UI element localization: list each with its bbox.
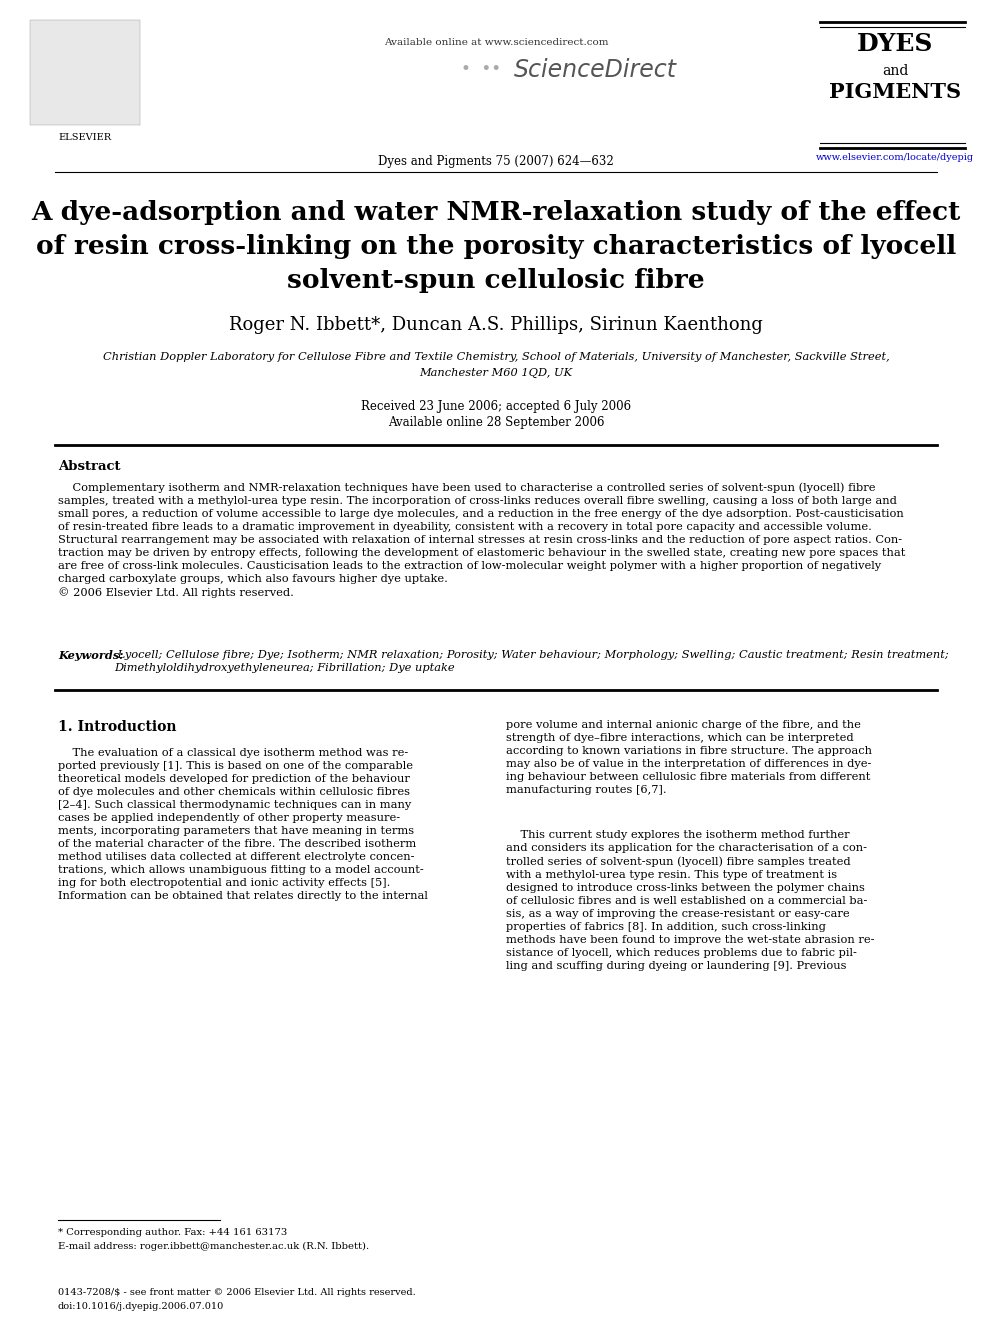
Text: of resin cross-linking on the porosity characteristics of lyocell: of resin cross-linking on the porosity c… bbox=[36, 234, 956, 259]
Text: Manchester M60 1QD, UK: Manchester M60 1QD, UK bbox=[420, 368, 572, 378]
Text: Lyocell; Cellulose fibre; Dye; Isotherm; NMR relaxation; Porosity; Water behavio: Lyocell; Cellulose fibre; Dye; Isotherm;… bbox=[114, 650, 948, 673]
Text: doi:10.1016/j.dyepig.2006.07.010: doi:10.1016/j.dyepig.2006.07.010 bbox=[58, 1302, 224, 1311]
Text: Keywords:: Keywords: bbox=[58, 650, 123, 662]
Text: 0143-7208/$ - see front matter © 2006 Elsevier Ltd. All rights reserved.: 0143-7208/$ - see front matter © 2006 El… bbox=[58, 1289, 416, 1297]
Text: pore volume and internal anionic charge of the fibre, and the
strength of dye–fi: pore volume and internal anionic charge … bbox=[506, 720, 872, 795]
Text: This current study explores the isotherm method further
and considers its applic: This current study explores the isotherm… bbox=[506, 830, 875, 971]
Text: Complementary isotherm and NMR-relaxation techniques have been used to character: Complementary isotherm and NMR-relaxatio… bbox=[58, 482, 906, 598]
Text: A dye-adsorption and water NMR-relaxation study of the effect: A dye-adsorption and water NMR-relaxatio… bbox=[32, 200, 960, 225]
Text: Roger N. Ibbett*, Duncan A.S. Phillips, Sirinun Kaenthong: Roger N. Ibbett*, Duncan A.S. Phillips, … bbox=[229, 316, 763, 333]
Text: www.elsevier.com/locate/dyepig: www.elsevier.com/locate/dyepig bbox=[816, 153, 974, 161]
Text: 1. Introduction: 1. Introduction bbox=[58, 720, 177, 734]
Text: Available online 28 September 2006: Available online 28 September 2006 bbox=[388, 415, 604, 429]
Text: and: and bbox=[882, 64, 909, 78]
Text: DYES: DYES bbox=[857, 32, 933, 56]
Text: PIGMENTS: PIGMENTS bbox=[829, 82, 961, 102]
Text: ScienceDirect: ScienceDirect bbox=[514, 58, 677, 82]
Text: Available online at www.sciencedirect.com: Available online at www.sciencedirect.co… bbox=[384, 38, 608, 48]
Text: E-mail address: roger.ibbett@manchester.ac.uk (R.N. Ibbett).: E-mail address: roger.ibbett@manchester.… bbox=[58, 1242, 369, 1252]
Text: Received 23 June 2006; accepted 6 July 2006: Received 23 June 2006; accepted 6 July 2… bbox=[361, 400, 631, 413]
Text: solvent-spun cellulosic fibre: solvent-spun cellulosic fibre bbox=[288, 269, 704, 292]
Bar bbox=[30, 20, 140, 124]
Text: Abstract: Abstract bbox=[58, 460, 120, 474]
Text: * Corresponding author. Fax: +44 161 63173: * Corresponding author. Fax: +44 161 631… bbox=[58, 1228, 288, 1237]
Text: The evaluation of a classical dye isotherm method was re-
ported previously [1].: The evaluation of a classical dye isothe… bbox=[58, 747, 428, 901]
Text: •  ••: • •• bbox=[461, 60, 501, 78]
Text: Dyes and Pigments 75 (2007) 624—632: Dyes and Pigments 75 (2007) 624—632 bbox=[378, 155, 614, 168]
Text: ELSEVIER: ELSEVIER bbox=[59, 134, 111, 142]
Text: Christian Doppler Laboratory for Cellulose Fibre and Textile Chemistry, School o: Christian Doppler Laboratory for Cellulo… bbox=[102, 352, 890, 363]
